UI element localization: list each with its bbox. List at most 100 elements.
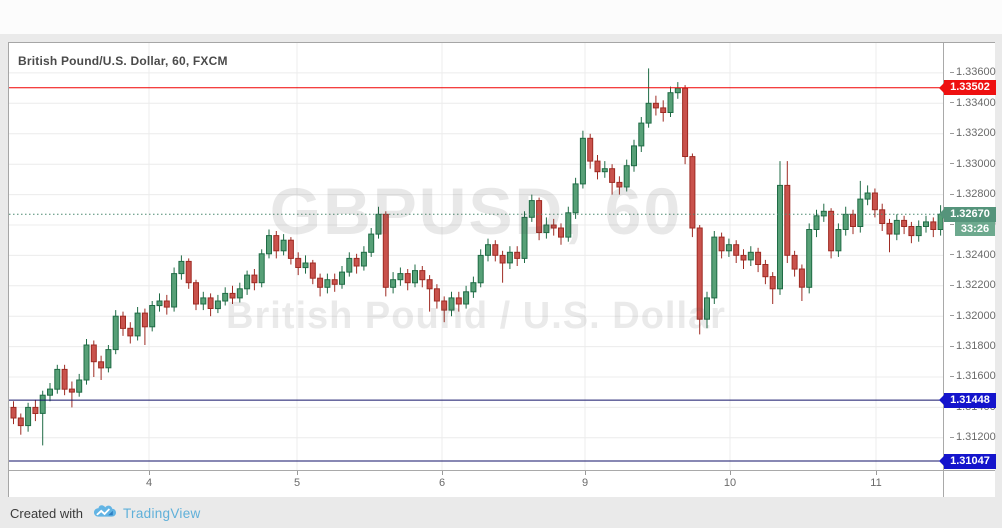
candle-body bbox=[113, 316, 118, 349]
candle-body bbox=[172, 274, 177, 307]
candle-body bbox=[697, 228, 702, 319]
candle-body bbox=[26, 407, 31, 425]
candle-body bbox=[624, 166, 629, 187]
candle-body bbox=[799, 269, 804, 287]
candle-body bbox=[683, 88, 688, 156]
x-tick-mark bbox=[442, 471, 443, 475]
level-line-1-price-label[interactable]: 1.31448 bbox=[944, 393, 996, 408]
y-tick-label: 1.33600 bbox=[950, 66, 996, 78]
y-tick-label: 1.31800 bbox=[950, 340, 996, 352]
x-tick-label: 11 bbox=[870, 477, 881, 489]
candle-body bbox=[142, 313, 147, 327]
candle-body bbox=[486, 245, 491, 256]
x-tick-mark bbox=[149, 471, 150, 475]
candle-body bbox=[909, 227, 914, 236]
tradingview-link[interactable]: TradingView bbox=[123, 506, 201, 521]
candle-body bbox=[215, 301, 220, 309]
price-chart-plot[interactable]: GBPUSD, 60 British Pound / U.S. Dollar B… bbox=[9, 43, 943, 470]
last-price-line-price-label[interactable]: 1.32670 bbox=[944, 207, 996, 222]
candle-body bbox=[916, 227, 921, 236]
candle-body bbox=[646, 103, 651, 123]
candle-body bbox=[887, 223, 892, 234]
candle-body bbox=[106, 350, 111, 368]
candle-body bbox=[69, 389, 74, 392]
candle-body bbox=[405, 274, 410, 283]
y-tick-label: 1.32000 bbox=[950, 310, 996, 322]
candle-body bbox=[902, 220, 907, 226]
candle-body bbox=[851, 214, 856, 226]
candle-body bbox=[507, 252, 512, 263]
candle-body bbox=[778, 185, 783, 288]
candle-body bbox=[398, 274, 403, 280]
candle-body bbox=[354, 258, 359, 266]
candle-body bbox=[610, 169, 615, 183]
candle-body bbox=[493, 245, 498, 256]
candle-body bbox=[376, 214, 381, 234]
price-axis[interactable]: 1.312001.314001.316001.318001.320001.322… bbox=[943, 43, 995, 470]
candle-body bbox=[449, 298, 454, 310]
candle-body bbox=[135, 313, 140, 336]
bar-close-countdown: 33:26 bbox=[955, 222, 995, 236]
x-tick-label: 4 bbox=[146, 477, 152, 489]
candle-body bbox=[756, 252, 761, 264]
candle-body bbox=[821, 211, 826, 216]
candle-body bbox=[427, 280, 432, 289]
candle-body bbox=[653, 103, 658, 108]
candle-body bbox=[843, 214, 848, 229]
candle-body bbox=[186, 261, 191, 282]
candle-body bbox=[566, 213, 571, 237]
y-tick-label: 1.32200 bbox=[950, 279, 996, 291]
axis-corner bbox=[943, 470, 995, 497]
candle-body bbox=[252, 275, 257, 283]
candle-body bbox=[814, 216, 819, 230]
candle-body bbox=[632, 146, 637, 166]
candle-body bbox=[121, 316, 126, 328]
candle-body bbox=[551, 225, 556, 228]
candle-body bbox=[288, 240, 293, 258]
time-axis[interactable]: 45691011 bbox=[9, 470, 943, 497]
candle-body bbox=[894, 220, 899, 234]
candle-body bbox=[770, 277, 775, 289]
candle-body bbox=[559, 228, 564, 237]
x-tick-label: 5 bbox=[294, 477, 300, 489]
candle-body bbox=[281, 240, 286, 251]
alert-line-price-label[interactable]: 1.33502 bbox=[944, 80, 996, 95]
candle-body bbox=[420, 271, 425, 280]
x-tick-mark bbox=[876, 471, 877, 475]
candle-body bbox=[157, 301, 162, 306]
candle-body bbox=[924, 222, 929, 227]
candle-body bbox=[719, 237, 724, 251]
x-tick-mark bbox=[730, 471, 731, 475]
candle-body bbox=[325, 280, 330, 288]
candle-body bbox=[807, 230, 812, 288]
candle-body bbox=[734, 245, 739, 256]
candle-body bbox=[55, 369, 60, 389]
candle-body bbox=[303, 263, 308, 268]
candle-body bbox=[201, 298, 206, 304]
candle-body bbox=[602, 169, 607, 172]
candle-body bbox=[741, 255, 746, 260]
x-tick-label: 6 bbox=[439, 477, 445, 489]
candle-body bbox=[164, 301, 169, 307]
candle-body bbox=[872, 193, 877, 210]
candle-body bbox=[310, 263, 315, 278]
candle-body bbox=[690, 157, 695, 228]
candle-body bbox=[792, 255, 797, 269]
level-line-2-price-label[interactable]: 1.31047 bbox=[944, 454, 996, 469]
candle-body bbox=[748, 252, 753, 260]
candle-body bbox=[223, 293, 228, 301]
top-margin bbox=[0, 0, 1002, 34]
candle-body bbox=[230, 293, 235, 298]
candle-body bbox=[91, 345, 96, 362]
candle-body bbox=[464, 292, 469, 304]
candle-body bbox=[347, 258, 352, 272]
candle-body bbox=[726, 245, 731, 251]
x-tick-label: 10 bbox=[724, 477, 736, 489]
candle-body bbox=[573, 184, 578, 213]
candle-body bbox=[639, 123, 644, 146]
candle-body bbox=[880, 210, 885, 224]
candle-body bbox=[858, 199, 863, 226]
candle-body bbox=[478, 255, 483, 282]
candle-body bbox=[515, 252, 520, 258]
y-tick-label: 1.33200 bbox=[950, 127, 996, 139]
